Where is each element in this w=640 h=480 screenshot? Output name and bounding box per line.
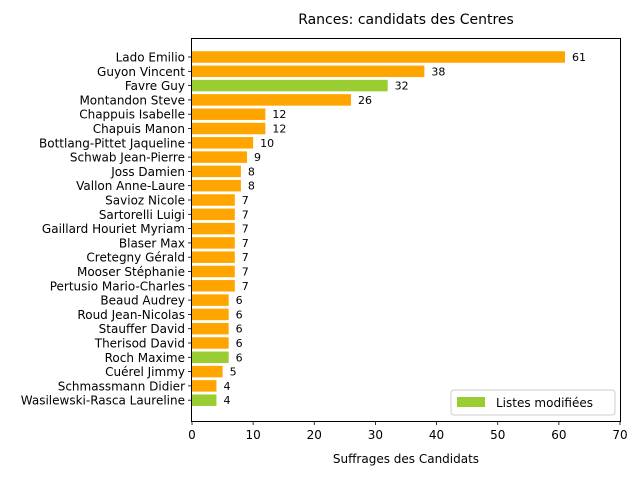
bar: [192, 351, 229, 364]
value-label: 32: [395, 80, 409, 93]
plot-frame: [191, 38, 621, 422]
value-label: 6: [236, 294, 243, 307]
value-label: 8: [248, 180, 255, 193]
value-label: 12: [272, 123, 286, 136]
bar: [192, 165, 241, 178]
category-label: Bottlang-Pittet Jaqueline: [39, 136, 185, 150]
bar: [192, 280, 235, 292]
category-label: Chapuis Manon: [93, 122, 185, 136]
bar: [192, 222, 235, 235]
bar: [192, 137, 254, 149]
bar: [192, 108, 266, 120]
value-label: 6: [236, 351, 243, 364]
value-label: 6: [236, 323, 243, 336]
category-label: Roch Maxime: [105, 351, 185, 365]
value-label: 9: [254, 151, 261, 164]
bar: [192, 94, 351, 106]
bars-group: [192, 51, 565, 406]
category-label: Mooser Stéphanie: [77, 265, 185, 279]
value-label: 12: [272, 108, 286, 121]
value-label: 7: [242, 266, 249, 279]
bar: [192, 122, 266, 135]
category-label: Chappuis Isabelle: [79, 108, 185, 122]
category-label: Wasilewski-Rasca Laureline: [21, 394, 185, 408]
category-label: Blaser Max: [119, 236, 185, 250]
legend-label: Listes modifiées: [496, 396, 593, 410]
x-tick-label: 20: [307, 428, 322, 442]
category-label: Joss Damien: [110, 165, 185, 179]
x-tick-label: 10: [246, 428, 261, 442]
category-label: Sartorelli Luigi: [99, 208, 185, 222]
bar: [192, 179, 241, 192]
x-axis-title: Suffrages des Candidats: [333, 452, 479, 466]
x-tick-label: 60: [551, 428, 566, 442]
bar: [192, 322, 229, 335]
category-label: Montandon Steve: [79, 93, 185, 107]
category-label: Cuérel Jimmy: [105, 365, 185, 379]
bar: [192, 51, 565, 63]
value-label: 7: [242, 280, 249, 293]
value-label: 38: [431, 65, 445, 78]
bar: [192, 251, 235, 263]
value-label: 6: [236, 308, 243, 321]
category-label: Roud Jean-Nicolas: [77, 308, 185, 322]
chart-title: Rances: candidats des Centres: [298, 12, 514, 28]
category-label: Guyon Vincent: [97, 65, 185, 79]
value-label: 6: [236, 337, 243, 350]
category-label: Schwab Jean-Pierre: [70, 151, 185, 165]
bar: [192, 365, 223, 378]
value-label: 26: [358, 94, 372, 107]
legend: Listes modifiées: [450, 389, 616, 416]
bar: [192, 65, 425, 78]
value-label: 7: [242, 237, 249, 250]
bar: [192, 308, 229, 321]
x-tick-label: 70: [612, 428, 627, 442]
category-label: Therisod David: [94, 337, 185, 351]
value-label: 8: [248, 165, 255, 178]
category-label: Savioz Nicole: [105, 194, 185, 208]
value-label: 5: [230, 366, 237, 379]
value-label: 4: [223, 380, 230, 393]
value-label: 4: [223, 394, 230, 407]
x-axis-ticks: 0 10 20 30 40 50 60 70: [188, 421, 628, 442]
bar: [192, 151, 248, 163]
value-label: 7: [242, 194, 249, 207]
value-label: 7: [242, 208, 249, 221]
bar: [192, 380, 217, 392]
category-label: Pertusio Mario-Charles: [50, 279, 185, 293]
value-label: 7: [242, 251, 249, 264]
x-tick-label: 40: [429, 428, 444, 442]
category-label: Gaillard Houriet Myriam: [42, 222, 185, 236]
category-label: Vallon Anne-Laure: [76, 179, 185, 193]
category-label: Favre Guy: [125, 79, 185, 93]
value-label: 10: [260, 137, 274, 150]
bar: [192, 265, 235, 278]
category-label: Lado Emilio: [116, 51, 185, 65]
x-tick-label: 30: [368, 428, 383, 442]
legend-box: [450, 389, 616, 416]
bar: [192, 194, 235, 206]
value-label: 7: [242, 223, 249, 236]
bar: [192, 294, 229, 306]
bar: [192, 337, 229, 349]
bar: [192, 394, 217, 406]
category-label: Schmassmann Didier: [58, 379, 185, 393]
x-tick-label: 50: [490, 428, 505, 442]
bar: [192, 237, 235, 249]
legend-swatch: [457, 397, 485, 407]
category-label: Beaud Audrey: [100, 294, 185, 308]
bar: [192, 79, 388, 92]
x-tick-label: 0: [188, 428, 196, 442]
bar: [192, 208, 235, 221]
category-label: Cretegny Gérald: [86, 251, 185, 265]
category-label: Stauffer David: [99, 322, 185, 336]
value-label: 61: [572, 51, 586, 64]
